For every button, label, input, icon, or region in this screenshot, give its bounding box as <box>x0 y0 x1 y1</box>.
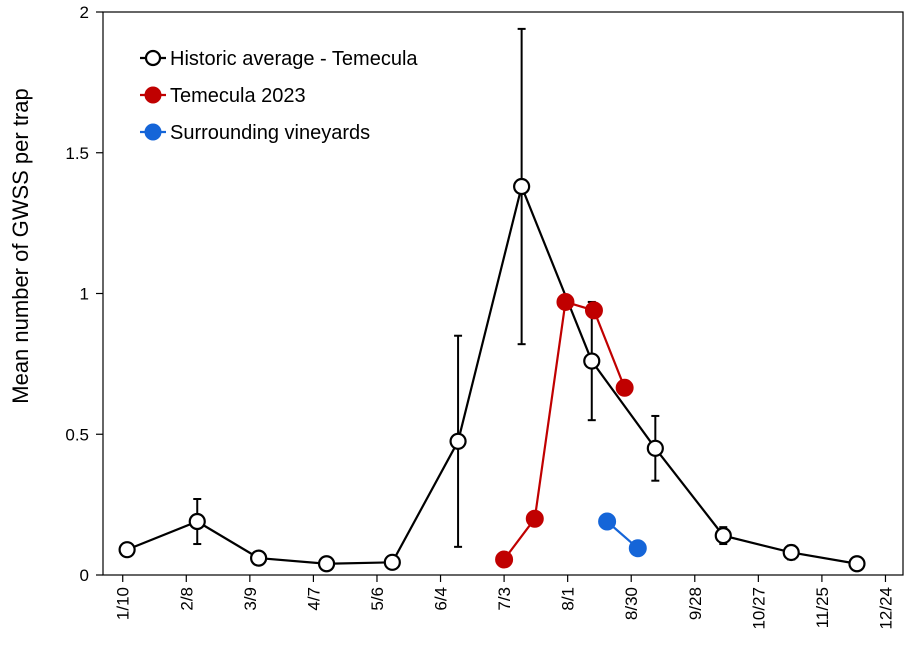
x-tick-label: 12/24 <box>876 587 895 630</box>
x-tick-label: 7/3 <box>495 587 514 611</box>
data-point <box>584 301 603 320</box>
legend-label: Historic average - Temecula <box>170 48 418 70</box>
data-point <box>449 432 467 450</box>
data-point <box>583 352 601 370</box>
x-tick-label: 6/4 <box>432 587 451 611</box>
legend-label: Surrounding vineyards <box>170 122 370 144</box>
data-point <box>782 543 800 562</box>
legend: Historic average - Temecula Temecula 2023… <box>140 48 418 144</box>
x-tick-label: 3/9 <box>241 587 260 611</box>
series-2 <box>598 512 647 558</box>
data-point <box>525 509 544 528</box>
data-point <box>513 177 531 196</box>
series-layer <box>118 27 866 573</box>
y-tick-label: 1.5 <box>65 144 89 163</box>
x-tick-label: 10/27 <box>749 587 768 630</box>
legend-item-0: Historic average - Temecula <box>140 48 418 70</box>
x-tick-label: 1/10 <box>114 587 133 620</box>
legend-label: Temecula 2023 <box>170 85 306 107</box>
series-1 <box>495 292 634 569</box>
data-point <box>628 539 647 558</box>
y-axis: 0 0.5 1 1.5 2 <box>65 3 103 585</box>
x-axis: 1/10 2/8 3/9 4/7 5/6 6/4 7/3 8/1 8/30 9/28 10/27 11… <box>114 575 895 630</box>
data-point <box>556 292 575 311</box>
x-tick-label: 8/1 <box>559 587 578 611</box>
x-tick-label: 11/25 <box>813 587 832 628</box>
y-tick-label: 1 <box>80 285 89 304</box>
x-tick-label: 9/28 <box>686 587 705 620</box>
x-tick-label: 4/7 <box>304 587 323 611</box>
y-tick-label: 2 <box>80 3 89 22</box>
x-tick-label: 8/30 <box>622 587 641 620</box>
y-axis-title: Mean number of GWSS per trap <box>8 88 33 403</box>
legend-marker <box>144 123 162 141</box>
legend-marker <box>144 49 162 67</box>
data-point <box>714 526 732 545</box>
series-0 <box>118 27 866 573</box>
data-point <box>646 439 664 457</box>
data-point <box>383 553 401 571</box>
series-line <box>126 182 858 565</box>
data-point <box>250 549 268 567</box>
data-point <box>317 555 336 573</box>
y-tick-label: 0 <box>80 566 89 585</box>
x-tick-label: 2/8 <box>177 587 196 611</box>
data-point <box>598 512 617 531</box>
legend-marker <box>144 86 162 104</box>
x-tick-label: 5/6 <box>368 587 387 611</box>
data-point <box>848 555 866 573</box>
legend-item-1: Temecula 2023 <box>140 85 306 107</box>
data-point <box>118 541 136 559</box>
data-point <box>495 550 514 569</box>
y-tick-label: 0.5 <box>65 425 89 444</box>
data-point <box>615 378 634 397</box>
legend-item-2: Surrounding vineyards <box>140 122 370 144</box>
data-point <box>188 512 206 531</box>
